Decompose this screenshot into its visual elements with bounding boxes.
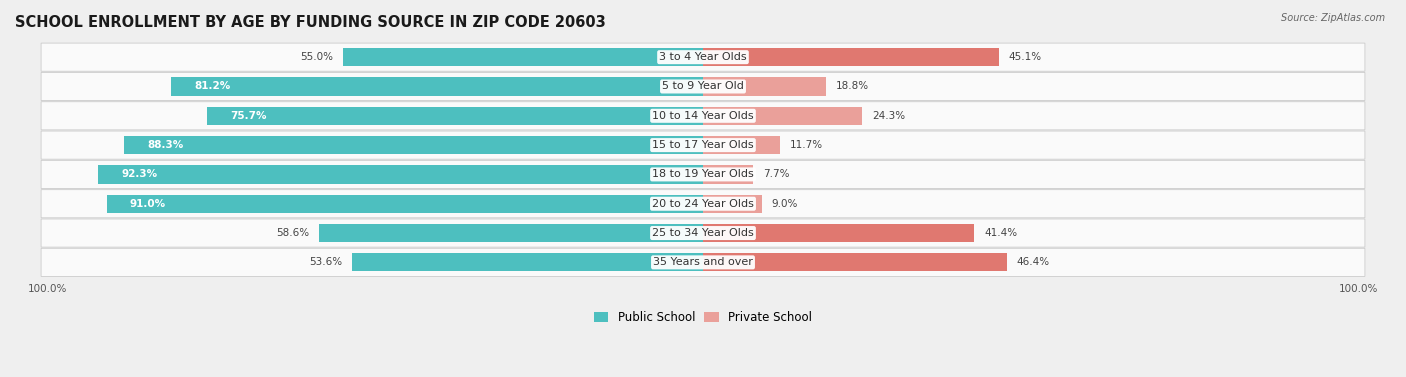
Text: 20 to 24 Year Olds: 20 to 24 Year Olds xyxy=(652,199,754,209)
FancyBboxPatch shape xyxy=(41,131,1365,159)
FancyBboxPatch shape xyxy=(41,72,1365,101)
Text: 75.7%: 75.7% xyxy=(231,111,266,121)
Text: 88.3%: 88.3% xyxy=(148,140,184,150)
Text: 11.7%: 11.7% xyxy=(790,140,823,150)
Text: 53.6%: 53.6% xyxy=(309,257,342,267)
Text: 7.7%: 7.7% xyxy=(763,169,790,179)
Text: 3 to 4 Year Olds: 3 to 4 Year Olds xyxy=(659,52,747,62)
Text: 18 to 19 Year Olds: 18 to 19 Year Olds xyxy=(652,169,754,179)
Text: 81.2%: 81.2% xyxy=(194,81,231,92)
Bar xyxy=(352,253,703,271)
Bar xyxy=(703,253,1007,271)
Text: 25 to 34 Year Olds: 25 to 34 Year Olds xyxy=(652,228,754,238)
Text: 10 to 14 Year Olds: 10 to 14 Year Olds xyxy=(652,111,754,121)
Text: 91.0%: 91.0% xyxy=(129,199,166,209)
Text: SCHOOL ENROLLMENT BY AGE BY FUNDING SOURCE IN ZIP CODE 20603: SCHOOL ENROLLMENT BY AGE BY FUNDING SOUR… xyxy=(15,15,606,30)
Bar xyxy=(703,136,780,154)
Bar xyxy=(98,166,703,184)
Text: 15 to 17 Year Olds: 15 to 17 Year Olds xyxy=(652,140,754,150)
Bar xyxy=(703,224,974,242)
Bar xyxy=(703,166,754,184)
FancyBboxPatch shape xyxy=(41,190,1365,218)
FancyBboxPatch shape xyxy=(41,248,1365,276)
Bar xyxy=(703,77,827,95)
FancyBboxPatch shape xyxy=(41,43,1365,71)
Text: 18.8%: 18.8% xyxy=(837,81,869,92)
Text: 24.3%: 24.3% xyxy=(872,111,905,121)
Bar xyxy=(172,77,703,95)
Text: 35 Years and over: 35 Years and over xyxy=(652,257,754,267)
Text: 92.3%: 92.3% xyxy=(121,169,157,179)
Bar xyxy=(703,48,998,66)
Legend: Public School, Private School: Public School, Private School xyxy=(589,307,817,329)
FancyBboxPatch shape xyxy=(41,219,1365,247)
Bar xyxy=(703,195,762,213)
Text: 9.0%: 9.0% xyxy=(772,199,799,209)
Bar xyxy=(207,107,703,125)
Text: 58.6%: 58.6% xyxy=(276,228,309,238)
Text: Source: ZipAtlas.com: Source: ZipAtlas.com xyxy=(1281,13,1385,23)
Bar xyxy=(124,136,703,154)
Text: 45.1%: 45.1% xyxy=(1008,52,1042,62)
FancyBboxPatch shape xyxy=(41,160,1365,188)
Text: 46.4%: 46.4% xyxy=(1017,257,1050,267)
Text: 41.4%: 41.4% xyxy=(984,228,1017,238)
Bar xyxy=(343,48,703,66)
FancyBboxPatch shape xyxy=(41,102,1365,130)
Text: 5 to 9 Year Old: 5 to 9 Year Old xyxy=(662,81,744,92)
Text: 55.0%: 55.0% xyxy=(299,52,333,62)
Bar xyxy=(703,107,862,125)
Bar xyxy=(107,195,703,213)
Bar xyxy=(319,224,703,242)
